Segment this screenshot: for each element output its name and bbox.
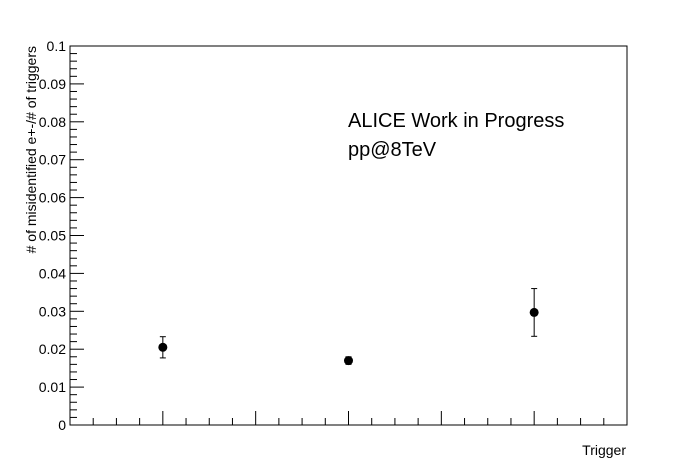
y-tick-label: 0.1 bbox=[47, 38, 67, 54]
annotation-experiment: ALICE Work in Progress bbox=[348, 110, 564, 132]
y-tick-label: 0.03 bbox=[39, 303, 66, 319]
y-tick-label: 0.07 bbox=[39, 152, 66, 168]
y-axis-tick-labels: 0 0.01 0.02 0.03 0.04 0.05 0.06 0.07 0.08 0.09 0.1 bbox=[39, 38, 66, 433]
data-point-1 bbox=[158, 336, 168, 359]
y-tick-label: 0.01 bbox=[39, 379, 66, 395]
x-axis-ticks bbox=[69, 411, 628, 425]
y-tick-label: 0.08 bbox=[39, 114, 66, 130]
marker bbox=[158, 342, 168, 352]
y-tick-label: 0 bbox=[58, 417, 66, 433]
plot-frame bbox=[69, 45, 628, 426]
annotation-energy: pp@8TeV bbox=[348, 139, 437, 161]
x-axis-title: Trigger bbox=[582, 442, 626, 458]
marker bbox=[529, 307, 539, 317]
y-tick-label: 0.02 bbox=[39, 341, 66, 357]
y-tick-label: 0.04 bbox=[39, 265, 66, 281]
data-points bbox=[158, 288, 539, 366]
y-axis-ticks bbox=[70, 45, 84, 426]
y-tick-label: 0.05 bbox=[39, 228, 66, 244]
y-tick-label: 0.06 bbox=[39, 190, 66, 206]
data-point-3 bbox=[529, 288, 539, 337]
y-tick-label: 0.09 bbox=[39, 76, 66, 92]
marker bbox=[344, 356, 353, 366]
data-point-2 bbox=[344, 356, 353, 366]
y-axis-title: # of misidentified e+-/# of triggers bbox=[23, 46, 39, 253]
